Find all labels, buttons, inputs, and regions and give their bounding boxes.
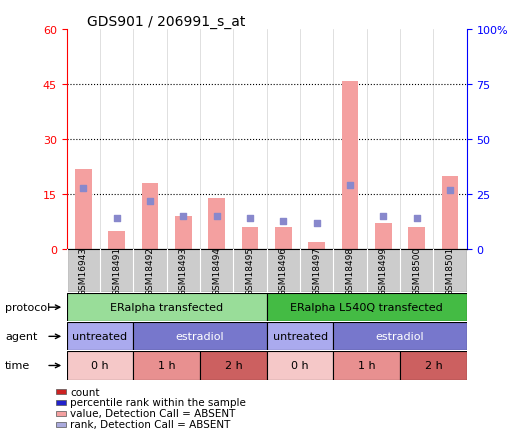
Bar [56,411,66,416]
Text: GSM18500: GSM18500 [412,247,421,296]
Text: GSM18493: GSM18493 [179,247,188,296]
Point [79,185,87,192]
Bar [142,184,159,250]
Text: GDS901 / 206991_s_at: GDS901 / 206991_s_at [87,15,245,30]
Bar [342,82,359,250]
Bar [308,242,325,250]
Point [146,198,154,205]
Text: GSM18497: GSM18497 [312,247,321,296]
Text: untreated: untreated [272,332,328,342]
Bar [75,169,92,250]
Text: GSM18498: GSM18498 [346,247,354,296]
Point [346,183,354,190]
Bar [267,293,467,322]
Bar [200,352,267,380]
Text: estradiol: estradiol [376,332,424,342]
Text: GSM16943: GSM16943 [79,247,88,296]
Text: ERalpha L540Q transfected: ERalpha L540Q transfected [290,302,443,312]
Text: GSM18499: GSM18499 [379,247,388,296]
Bar [208,198,225,250]
Point [279,217,287,224]
Bar [56,422,66,427]
Text: GSM18494: GSM18494 [212,247,221,296]
Bar [67,322,133,351]
Bar [56,389,66,394]
Bar [242,227,259,250]
Text: 0 h: 0 h [91,361,109,371]
Bar [333,322,467,351]
Bar [333,352,400,380]
Bar [408,227,425,250]
Bar [375,224,392,250]
Bar [108,231,125,250]
Text: time: time [5,361,30,371]
Text: percentile rank within the sample: percentile rank within the sample [70,398,246,408]
Bar [133,352,200,380]
Text: value, Detection Call = ABSENT: value, Detection Call = ABSENT [70,408,235,418]
Text: GSM18501: GSM18501 [446,247,455,296]
Bar [267,322,333,351]
Point [312,220,321,227]
Text: 2 h: 2 h [225,361,242,371]
Text: protocol: protocol [5,302,50,312]
Point [112,215,121,222]
Text: 2 h: 2 h [425,361,442,371]
Text: 0 h: 0 h [291,361,309,371]
Bar [442,177,459,250]
Bar [175,217,192,250]
Bar [67,293,267,322]
Point [412,215,421,222]
Point [179,213,187,220]
Bar [56,400,66,405]
Text: estradiol: estradiol [176,332,224,342]
Text: GSM18491: GSM18491 [112,247,121,296]
Text: count: count [70,387,100,397]
Point [446,187,454,194]
Bar [133,322,267,351]
Text: GSM18496: GSM18496 [279,247,288,296]
Point [379,213,388,220]
Text: ERalpha transfected: ERalpha transfected [110,302,223,312]
Bar [267,352,333,380]
Text: rank, Detection Call = ABSENT: rank, Detection Call = ABSENT [70,419,230,429]
Text: agent: agent [5,332,37,342]
Text: 1 h: 1 h [358,361,376,371]
Bar [275,227,292,250]
Point [212,213,221,220]
Bar [400,352,467,380]
Text: 1 h: 1 h [158,361,175,371]
Bar [67,352,133,380]
Text: GSM18495: GSM18495 [246,247,254,296]
Text: untreated: untreated [72,332,128,342]
Point [246,215,254,222]
Text: GSM18492: GSM18492 [146,247,154,296]
